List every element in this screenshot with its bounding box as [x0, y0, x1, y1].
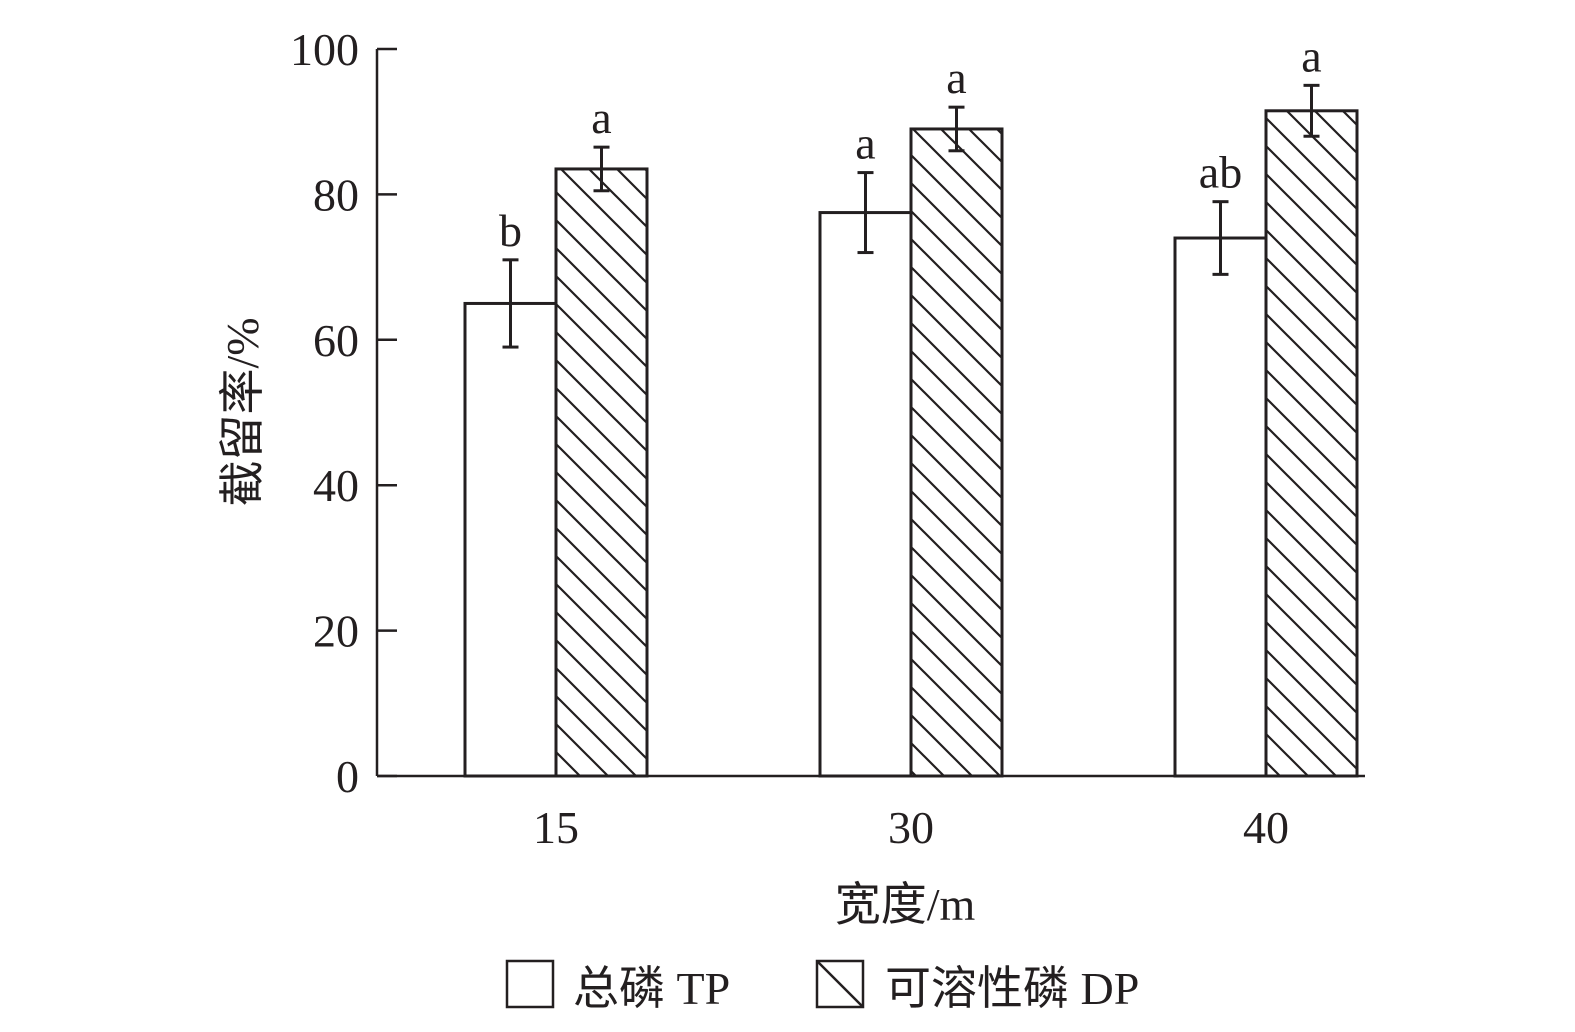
legend: 总磷 TP 可溶性磷 DP — [505, 959, 1139, 1014]
error-bar-dp-40 — [1303, 83, 1320, 138]
x-tick-label-15: 15 — [533, 802, 579, 853]
y-tick-label-40: 40 — [313, 460, 359, 511]
y-tick-label-100: 100 — [290, 24, 359, 75]
error-bar-tp-15 — [502, 258, 519, 349]
y-tick-label-80: 80 — [313, 169, 359, 220]
error-bar-tp-30 — [857, 171, 874, 255]
sig-label-dp-40: a — [1301, 30, 1321, 81]
bar-tp-40 — [1173, 236, 1268, 778]
x-tick-label-30: 30 — [888, 802, 934, 853]
bar-dp-40 — [1264, 109, 1359, 778]
y-axis-title: 截留率/% — [217, 317, 268, 506]
sig-label-tp-40: ab — [1199, 147, 1242, 198]
legend-swatch-dp-hatch — [816, 960, 864, 1008]
error-bar-tp-40 — [1212, 200, 1229, 276]
y-tick-label-20: 20 — [313, 606, 359, 657]
legend-label-tp: 总磷 TP — [573, 963, 730, 1014]
y-ticks: 0 20 40 60 80 100 — [290, 24, 397, 802]
y-tick-label-0: 0 — [336, 751, 359, 802]
sig-label-dp-15: a — [591, 92, 611, 143]
legend-swatch-tp — [505, 959, 555, 1009]
error-bar-dp-30 — [948, 105, 965, 153]
bar-dp-30 — [909, 127, 1004, 778]
x-ticks: 15 30 40 — [533, 802, 1289, 853]
error-bars — [502, 83, 1320, 349]
bars — [463, 109, 1359, 778]
sig-label-tp-30: a — [855, 118, 875, 169]
y-tick-label-60: 60 — [313, 315, 359, 366]
significance-labels: b a a a ab a — [499, 30, 1322, 255]
bar-tp-15 — [463, 301, 558, 778]
sig-label-tp-15: b — [499, 205, 522, 256]
x-tick-label-40: 40 — [1243, 802, 1289, 853]
legend-label-dp: 可溶性磷 DP — [885, 963, 1139, 1014]
error-bar-dp-15 — [593, 145, 610, 193]
bar-dp-15 — [554, 167, 649, 778]
bar-tp-30 — [818, 211, 913, 778]
sig-label-dp-30: a — [946, 52, 966, 103]
x-axis-title: 宽度/m — [835, 879, 976, 930]
